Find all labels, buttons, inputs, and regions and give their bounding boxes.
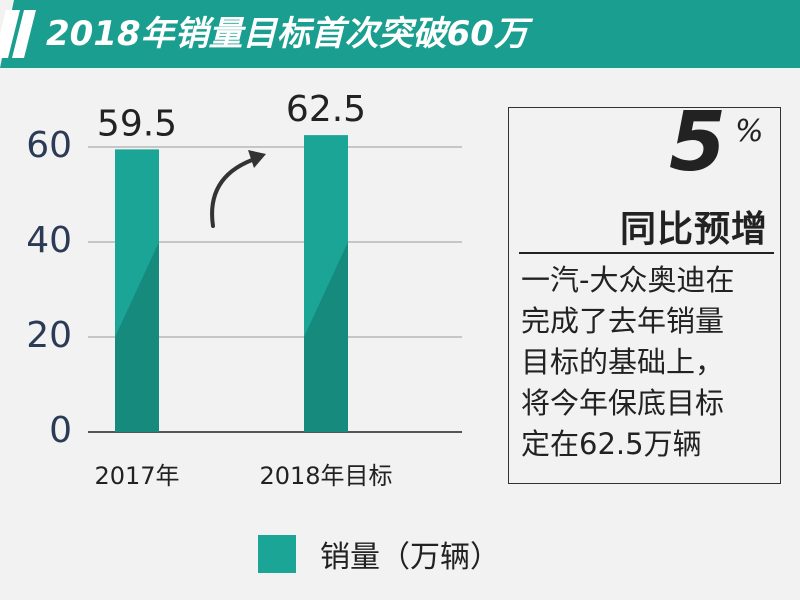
y-tick-label: 20 (26, 315, 72, 356)
info-line: 完成了去年销量 (521, 304, 725, 338)
title-banner: 2018年销量目标首次突破60万 (0, 0, 800, 68)
legend: 销量（万辆） (258, 532, 500, 576)
y-tick-label: 0 (49, 410, 72, 451)
y-tick-label: 60 (26, 125, 72, 166)
growth-number: 5 (669, 95, 727, 190)
info-line: 一汽-大众奥迪在 (521, 263, 735, 297)
bar-chart: 0 20 40 60 59.5 2017年 62.5 2018年目标 (26, 89, 462, 490)
info-line: 目标的基础上， (521, 345, 725, 379)
info-text: 一汽-大众奥迪在 完成了去年销量 目标的基础上， 将今年保底目标 定在62.5万… (521, 260, 734, 465)
title-banner-shape (0, 0, 800, 68)
data-label: 62.5 (286, 89, 366, 130)
info-line: 将今年保底目标 (521, 386, 725, 420)
data-label: 59.5 (97, 103, 177, 144)
info-line: 定在62.5万辆 (521, 427, 702, 461)
legend-label: 销量（万辆） (320, 540, 500, 575)
curved-arrow-icon (210, 158, 254, 228)
page-title: 2018年销量目标首次突破60万 (46, 14, 528, 54)
x-tick-label: 2018年目标 (259, 462, 392, 490)
bar-shade (115, 242, 159, 432)
legend-swatch (258, 535, 296, 573)
info-divider (519, 252, 774, 254)
info-box: 5 % 同比预增 一汽-大众奥迪在 完成了去年销量 目标的基础上， 将今年保底目… (508, 102, 781, 484)
y-tick-label: 40 (26, 220, 72, 261)
percent-sign: % (735, 114, 764, 149)
x-tick-label: 2017年 (94, 462, 179, 490)
yoy-label: 同比预增 (619, 209, 768, 250)
arrow-head-icon (248, 150, 266, 168)
bar-shade (304, 242, 348, 432)
